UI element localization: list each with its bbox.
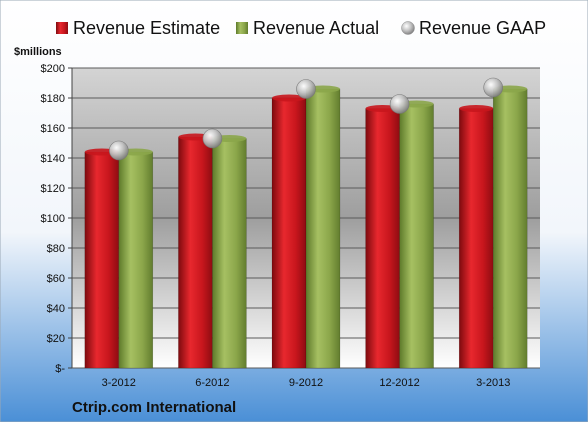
legend-label: Revenue Actual (253, 18, 379, 38)
y-axis: $- $20 $40 $60 $80 $100 $120 $140 $160 $180 $200 (41, 63, 73, 375)
y-tick-label: $80 (47, 243, 65, 255)
x-tick-label: 9-2012 (289, 377, 323, 389)
marker-revenue-gaap (296, 79, 316, 99)
y-tick-label: $160 (41, 123, 65, 135)
bar-revenue-estimate (458, 108, 494, 369)
bar-revenue-estimate-top (459, 105, 494, 112)
bar-revenue-actual (212, 138, 247, 369)
x-tick-label: 12-2012 (379, 377, 419, 389)
marker-revenue-gaap (109, 140, 129, 161)
x-tick-label: 6-2012 (195, 377, 229, 389)
marker-revenue-gaap (483, 77, 504, 98)
legend-swatch-gaap (401, 21, 415, 35)
y-tick-label: $- (55, 363, 65, 375)
bar-revenue-actual (118, 151, 154, 369)
gaap-markers (109, 77, 504, 161)
y-tick-label: $20 (47, 333, 65, 345)
company-name: Ctrip.com International (72, 399, 236, 416)
y-tick-label: $100 (41, 213, 65, 225)
legend-label: Revenue GAAP (419, 18, 546, 38)
legend: Revenue Estimate Revenue Actual Revenue GA… (56, 18, 546, 38)
legend-label: Revenue Estimate (73, 18, 220, 38)
bars (84, 85, 528, 369)
marker-revenue-gaap (389, 94, 410, 114)
bar-revenue-actual (305, 88, 341, 369)
y-tick-label: $60 (47, 273, 65, 285)
bar-revenue-actual (492, 88, 528, 369)
x-axis: 3-2012 6-2012 9-2012 12-2012 3-2013 (102, 377, 511, 389)
marker-revenue-gaap (202, 128, 223, 149)
y-tick-label: $120 (41, 183, 65, 195)
x-tick-label: 3-2012 (102, 377, 136, 389)
y-tick-label: $40 (47, 303, 65, 315)
bar-revenue-estimate-top (272, 94, 306, 102)
bar-revenue-estimate (178, 136, 213, 369)
y-tick-label: $180 (41, 93, 65, 105)
y-tick-label: $200 (41, 63, 65, 75)
legend-swatch (56, 22, 68, 34)
x-tick-label: 3-2013 (476, 377, 510, 389)
bar-revenue-estimate (365, 108, 400, 369)
bar-revenue-estimate (84, 151, 120, 369)
bar-revenue-actual (399, 103, 434, 369)
legend-swatch (236, 22, 248, 34)
y-axis-unit-label: $millions (14, 46, 62, 58)
bar-revenue-estimate (271, 97, 307, 369)
y-tick-label: $140 (41, 153, 65, 165)
